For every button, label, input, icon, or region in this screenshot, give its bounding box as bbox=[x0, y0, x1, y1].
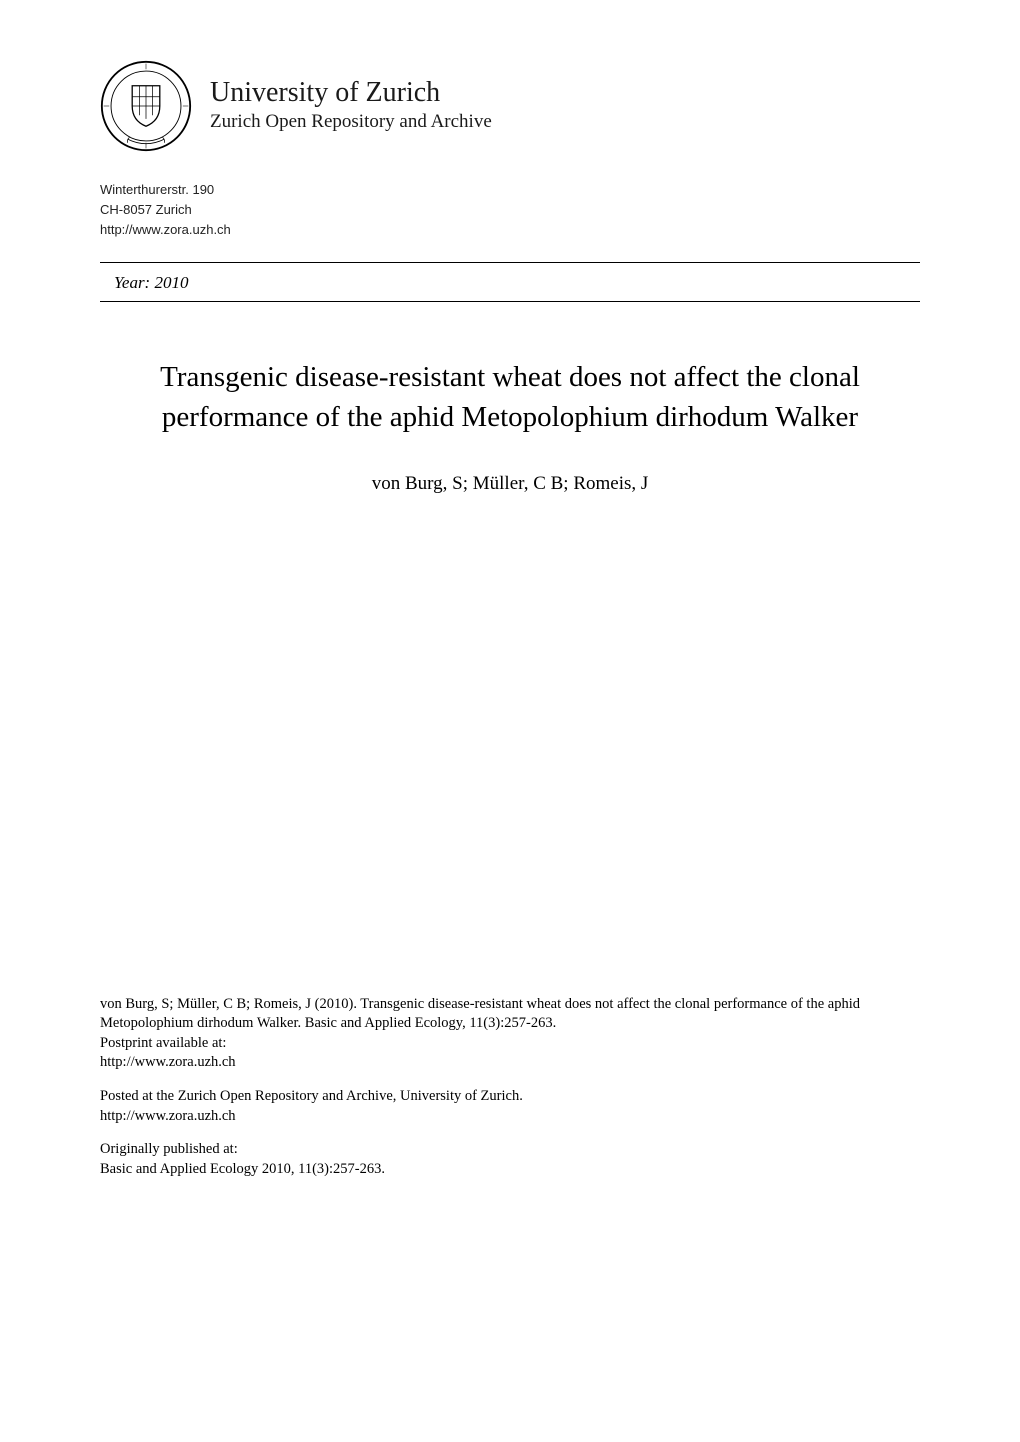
address-block: Winterthurerstr. 190 CH-8057 Zurich http… bbox=[100, 180, 920, 240]
university-block: University of Zurich Zurich Open Reposit… bbox=[210, 78, 492, 134]
year-label: Year: 2010 bbox=[100, 263, 920, 301]
posted-label: Posted at the Zurich Open Repository and… bbox=[100, 1088, 523, 1104]
citation-text: von Burg, S; Müller, C B; Romeis, J (201… bbox=[100, 996, 860, 1032]
posted-url: http://www.zora.uzh.ch bbox=[100, 1108, 236, 1124]
postprint-label: Postprint available at: bbox=[100, 1035, 226, 1051]
university-name: University of Zurich bbox=[210, 78, 492, 109]
address-url: http://www.zora.uzh.ch bbox=[100, 220, 920, 240]
address-line: Winterthurerstr. 190 bbox=[100, 180, 920, 200]
divider-bottom bbox=[100, 301, 920, 302]
postprint-url: http://www.zora.uzh.ch bbox=[100, 1054, 236, 1070]
uzh-seal-icon bbox=[100, 60, 192, 152]
orig-citation: Basic and Applied Ecology 2010, 11(3):25… bbox=[100, 1161, 385, 1177]
address-line: CH-8057 Zurich bbox=[100, 200, 920, 220]
page-container: University of Zurich Zurich Open Reposit… bbox=[0, 0, 1020, 1229]
orig-label: Originally published at: bbox=[100, 1141, 238, 1157]
header: University of Zurich Zurich Open Reposit… bbox=[100, 60, 920, 152]
paper-title: Transgenic disease-resistant wheat does … bbox=[110, 358, 910, 436]
paper-authors: von Burg, S; Müller, C B; Romeis, J bbox=[100, 473, 920, 495]
footer: von Burg, S; Müller, C B; Romeis, J (201… bbox=[100, 995, 920, 1180]
repository-subtitle: Zurich Open Repository and Archive bbox=[210, 111, 492, 134]
